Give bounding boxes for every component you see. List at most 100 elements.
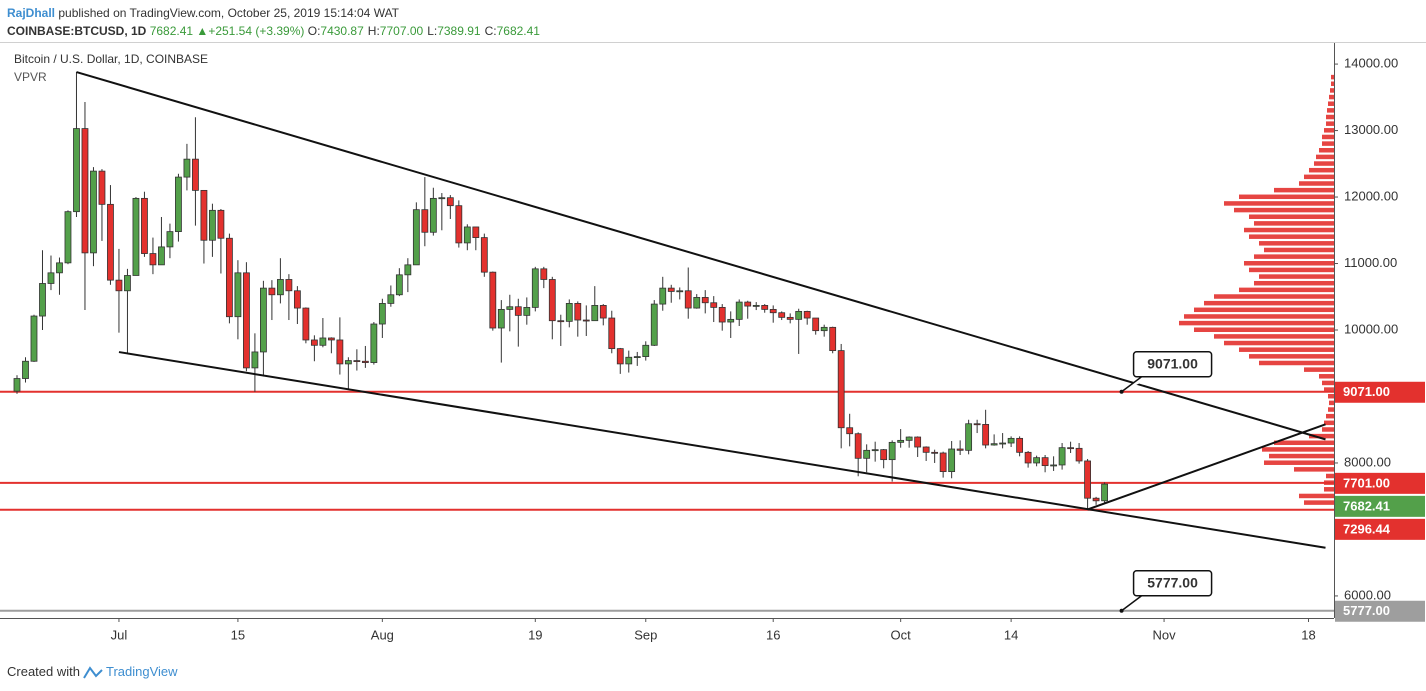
candle-body xyxy=(820,326,828,332)
indicator-label: VPVR xyxy=(14,70,47,84)
callout-anchor xyxy=(1119,608,1124,613)
candle-body xyxy=(769,308,777,314)
vpvr-bar xyxy=(1239,194,1334,200)
candle-body xyxy=(1101,483,1108,502)
candle-body xyxy=(574,303,582,321)
vpvr-bar xyxy=(1264,247,1334,253)
x-tick-label: Nov xyxy=(1153,627,1177,642)
candle-body xyxy=(90,170,97,254)
vpvr-bar xyxy=(1322,134,1334,140)
candle-body xyxy=(676,290,684,293)
change: +251.54 (+3.39%) xyxy=(208,24,305,38)
candle-body xyxy=(778,312,786,318)
candle-body xyxy=(234,272,242,318)
vpvr-bar xyxy=(1214,334,1334,339)
vpvr-bar xyxy=(1327,108,1334,113)
levels xyxy=(0,390,1334,612)
candle-body xyxy=(608,317,616,350)
vpvr-bar xyxy=(1259,360,1334,366)
vpvr-bar xyxy=(1319,148,1334,153)
price-label: 5777.00 xyxy=(1343,603,1390,618)
vpvr-bar xyxy=(1330,88,1334,93)
candle-body xyxy=(939,452,947,473)
candle-body xyxy=(480,237,488,273)
callout-label: 9071.00 xyxy=(1147,355,1198,371)
created-with: Created with xyxy=(7,664,80,679)
candle-body xyxy=(175,176,182,233)
candle-body xyxy=(1067,447,1074,450)
price-label: 7296.44 xyxy=(1343,521,1391,536)
candle-body xyxy=(548,279,556,322)
candle-body xyxy=(497,308,505,329)
vpvr-bar xyxy=(1249,267,1334,273)
candle-body xyxy=(1075,447,1083,462)
candle-body xyxy=(260,287,267,353)
candle-body xyxy=(124,275,131,292)
x-tick-label: 16 xyxy=(766,627,780,642)
candle-body xyxy=(582,319,590,322)
candle-body xyxy=(727,318,735,323)
candle-body xyxy=(786,316,794,320)
footer: Created with TradingView xyxy=(7,664,178,679)
candle-body xyxy=(404,264,412,276)
candle-body xyxy=(1016,437,1024,453)
callout-pointer xyxy=(1121,595,1154,612)
candle-body xyxy=(183,158,191,178)
ohlc-value: 7707.00 xyxy=(379,24,424,38)
callout-box xyxy=(1132,351,1213,378)
vpvr-bar xyxy=(1322,427,1334,432)
candle-body xyxy=(13,378,21,392)
price-label-box xyxy=(1335,381,1425,403)
candle-body xyxy=(871,449,879,452)
candle-body xyxy=(667,287,675,292)
y-tick-label: 11000.00 xyxy=(1344,255,1397,270)
vpvr-bar xyxy=(1324,420,1334,426)
candle-body xyxy=(812,317,820,332)
candle-body xyxy=(905,436,913,441)
candle-body xyxy=(438,197,446,200)
candle-body xyxy=(302,307,310,341)
candle-body xyxy=(557,320,565,323)
vpvr-bar xyxy=(1324,128,1334,133)
candle-body xyxy=(489,271,497,329)
candle-body xyxy=(540,268,548,280)
vpvr-bar xyxy=(1299,181,1334,186)
x-tick-label: Jul xyxy=(111,627,128,642)
candle-body xyxy=(64,211,72,264)
vpvr-bar xyxy=(1254,254,1334,259)
candle-body xyxy=(693,297,701,309)
candle-body xyxy=(327,337,335,341)
candle-body xyxy=(276,279,284,296)
candles xyxy=(13,72,1108,510)
candle-body xyxy=(319,337,327,346)
vpvr-bar xyxy=(1274,187,1334,193)
candle-body xyxy=(625,356,633,365)
vpvr-bar xyxy=(1234,207,1334,213)
candle-body xyxy=(710,302,718,308)
candle-body xyxy=(956,448,964,451)
candle-body xyxy=(701,297,709,304)
trendline xyxy=(118,351,1326,549)
vpvr-bar xyxy=(1262,447,1334,452)
candle-body xyxy=(761,305,769,310)
candle-body xyxy=(293,290,301,309)
vpvr-bar xyxy=(1328,101,1334,106)
vpvr-bar xyxy=(1326,114,1334,120)
candle-body xyxy=(251,351,259,369)
ohlc-key: L: xyxy=(427,24,438,38)
price-label-box xyxy=(1335,472,1425,494)
vpvr-bar xyxy=(1304,367,1334,372)
candle-body xyxy=(56,262,63,274)
vpvr-bar xyxy=(1244,261,1334,266)
candle-body xyxy=(591,305,599,322)
vpvr-bar xyxy=(1329,94,1334,100)
ohlc-value: 7430.87 xyxy=(320,24,364,38)
y-tick-label: 10000.00 xyxy=(1344,321,1398,336)
ohlc-key: C: xyxy=(484,24,497,38)
candle-body xyxy=(1084,460,1091,499)
candle-body xyxy=(837,350,845,429)
vpvr-bar xyxy=(1324,487,1334,492)
vpvr-bar xyxy=(1194,327,1334,333)
vpvr-bar xyxy=(1239,347,1334,352)
